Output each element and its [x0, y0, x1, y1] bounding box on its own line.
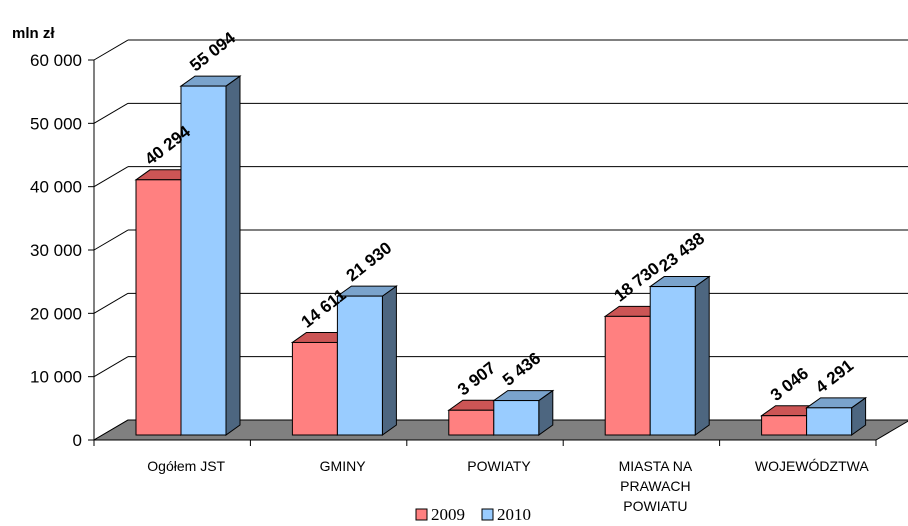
data-label: 4 291 [812, 356, 857, 397]
y-tick-label: 40 000 [30, 178, 82, 197]
y-tick-label: 60 000 [30, 51, 82, 70]
x-axis: Ogółem JST GMINY POWIATY MIASTA NA PRAWACH PO… [93, 439, 877, 514]
data-label: 3 907 [454, 358, 499, 399]
bar-2010 [805, 396, 868, 436]
y-tick-label: 10 000 [30, 368, 82, 387]
data-label: 3 046 [767, 364, 812, 405]
grid-connector [93, 229, 129, 251]
y-tick-label: 0 [73, 431, 82, 450]
y-tick-label: 20 000 [30, 304, 82, 323]
legend-label: 2010 [497, 505, 531, 524]
y-tick-label: 30 000 [30, 241, 82, 260]
data-label: 5 436 [499, 349, 544, 390]
grid-connector [93, 102, 129, 124]
x-tick-label: PRAWACH [620, 478, 691, 494]
y-axis-unit-label: mln zł [12, 25, 55, 42]
grid-connector [93, 166, 129, 188]
bar-2010 [648, 275, 711, 436]
x-tick-label: Ogółem JST [147, 458, 225, 474]
legend-item-2010: 2010 [481, 505, 531, 524]
bars [134, 75, 868, 436]
data-label: 21 930 [343, 238, 396, 285]
x-tick-label: GMINY [320, 458, 367, 474]
x-tick-label: MIASTA NA [619, 458, 693, 474]
chart-grid [93, 39, 908, 441]
legend-swatch [415, 508, 428, 521]
grid-connector [93, 39, 129, 61]
legend-item-2009: 2009 [415, 505, 465, 524]
bar-2010 [335, 285, 398, 436]
bar-2010 [179, 75, 242, 436]
grid-connector [93, 356, 129, 378]
grid-connector [93, 292, 129, 314]
data-label: 23 438 [655, 229, 708, 276]
y-axis: 0 10 000 20 000 30 000 40 000 50 000 60 000 [30, 51, 95, 450]
x-tick-label: WOJEWÓDZTWA [755, 458, 869, 474]
y-tick-label: 50 000 [30, 114, 82, 133]
bar-2010 [492, 389, 555, 436]
legend-swatch [481, 508, 494, 521]
x-tick-label: POWIATY [467, 458, 531, 474]
x-tick-label: POWIATU [623, 498, 687, 514]
legend-label: 2009 [431, 505, 465, 524]
data-label: 55 094 [186, 28, 239, 75]
legend: 2009 2010 [415, 505, 531, 524]
